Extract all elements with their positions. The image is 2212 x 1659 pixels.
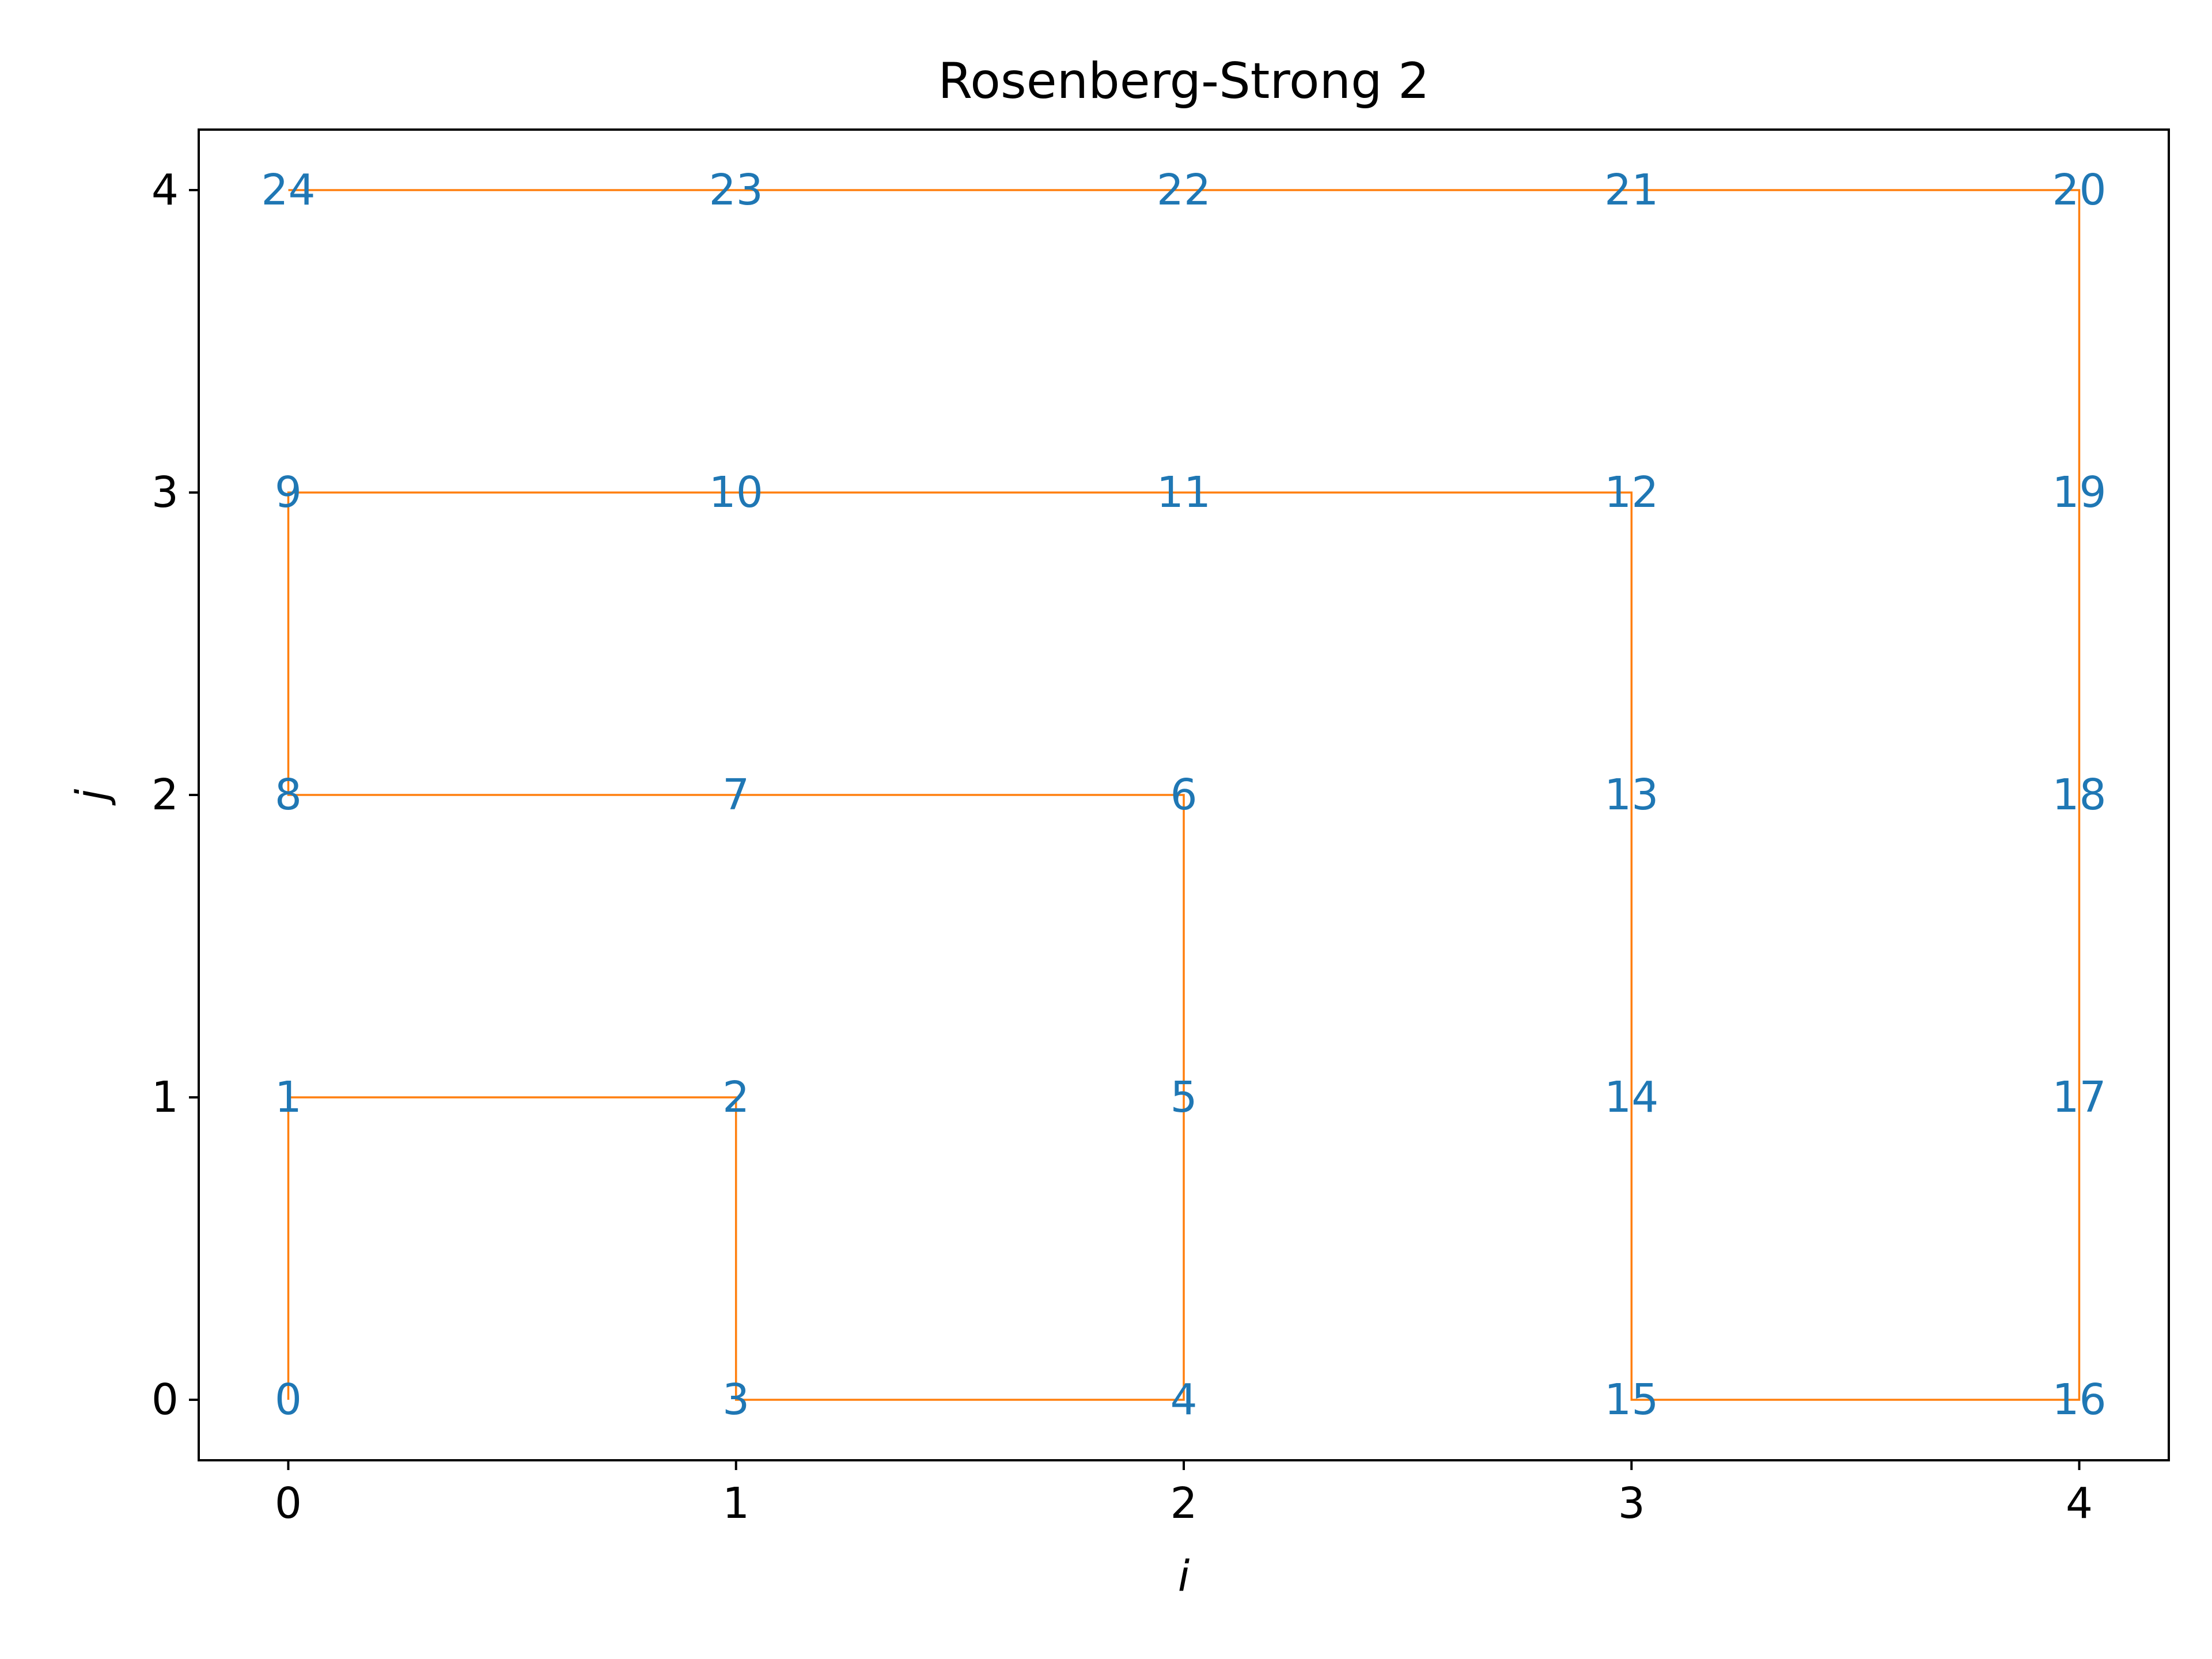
point-label-1: 1 [275,1073,302,1122]
x-tick-label-4: 4 [2066,1479,2093,1528]
point-label-10: 10 [709,468,763,517]
point-label-14: 14 [1604,1073,1658,1122]
point-label-13: 13 [1604,770,1658,820]
point-label-3: 3 [722,1375,749,1425]
curve-path-line [287,189,2081,1401]
x-tick-label-1: 1 [722,1479,749,1528]
point-label-11: 11 [1157,468,1211,517]
y-tick-label-1: 1 [151,1073,179,1122]
y-tick-label-4: 4 [151,165,179,215]
point-label-5: 5 [1170,1073,1197,1122]
point-label-24: 24 [261,165,315,215]
point-label-6: 6 [1170,770,1197,820]
point-label-15: 15 [1604,1375,1658,1425]
point-label-7: 7 [722,770,749,820]
x-axis-label: i [1178,1552,1190,1601]
point-label-21: 21 [1604,165,1658,215]
x-tick-label-3: 3 [1618,1479,1645,1528]
y-tick-label-2: 2 [151,770,179,820]
x-tick-label-0: 0 [275,1479,302,1528]
point-label-8: 8 [275,770,302,820]
point-label-4: 4 [1170,1375,1197,1425]
y-tick-label-0: 0 [151,1375,179,1425]
point-label-9: 9 [275,468,302,517]
chart-title: Rosenberg-Strong 2 [938,52,1429,110]
point-label-0: 0 [275,1375,302,1425]
point-label-23: 23 [709,165,763,215]
point-label-2: 2 [722,1073,749,1122]
point-label-20: 20 [2052,165,2106,215]
y-tick-label-3: 3 [151,468,179,517]
point-label-18: 18 [2052,770,2106,820]
point-label-19: 19 [2052,468,2106,517]
point-label-22: 22 [1157,165,1211,215]
point-label-17: 17 [2052,1073,2106,1122]
point-label-16: 16 [2052,1375,2106,1425]
point-label-12: 12 [1604,468,1658,517]
x-tick-label-2: 2 [1170,1479,1197,1528]
